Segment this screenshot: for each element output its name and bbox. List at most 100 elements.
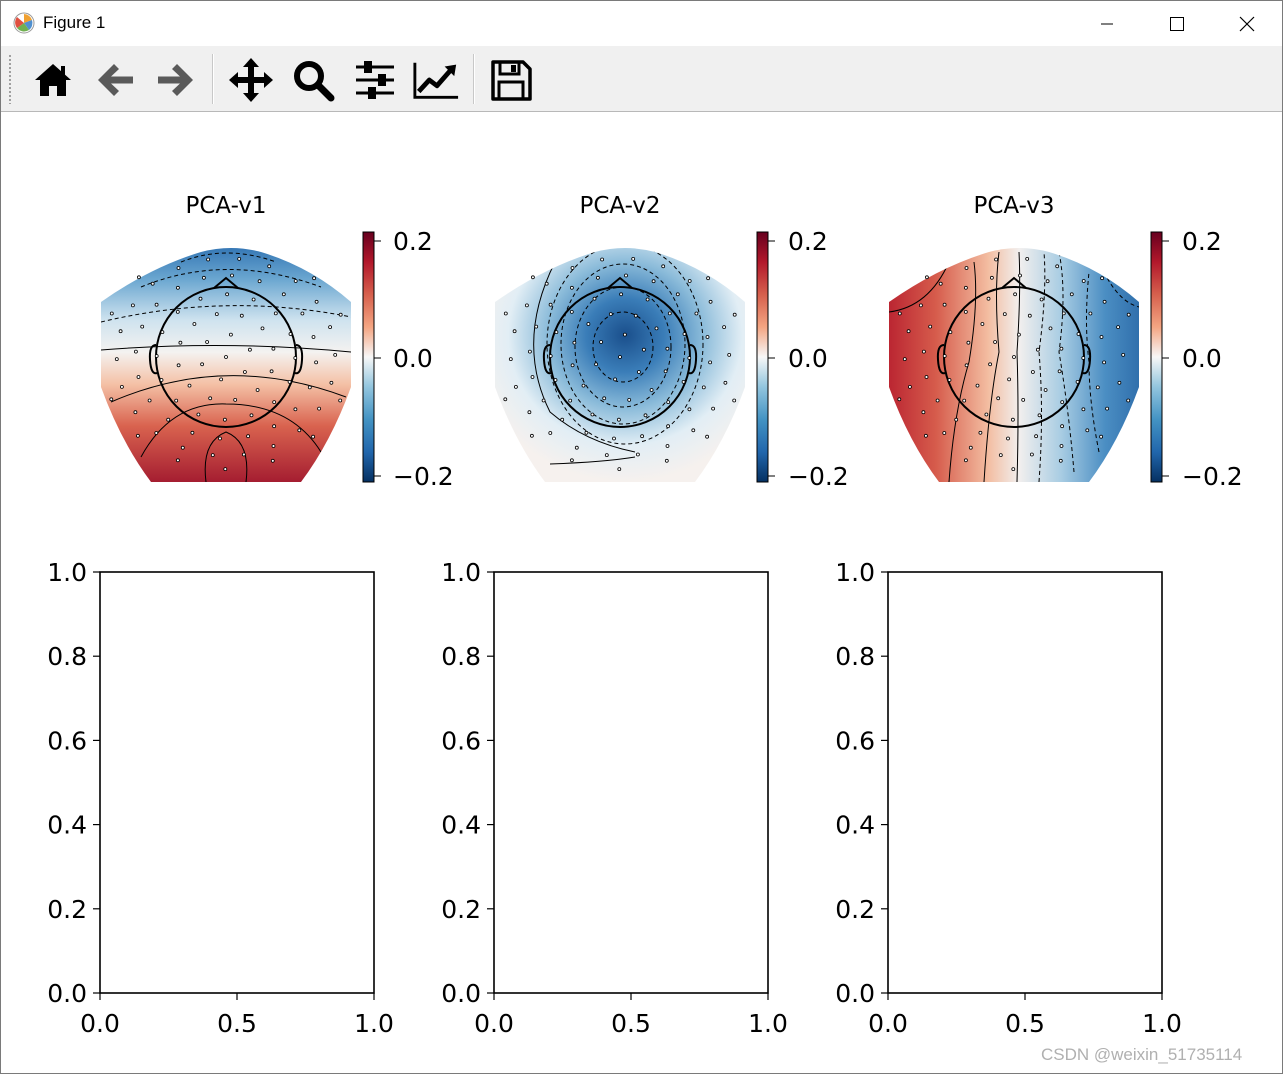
y-tick-label: 1.0 xyxy=(835,558,875,587)
sensor-dot xyxy=(218,436,222,441)
sensor-dot xyxy=(608,312,613,317)
sensor-dot xyxy=(136,375,141,379)
sensor-dot xyxy=(613,377,618,382)
sensor-dot xyxy=(166,417,171,422)
sensor-dot xyxy=(1013,292,1018,297)
sensor-dot xyxy=(176,266,181,270)
y-tick-label: 0.8 xyxy=(441,642,481,671)
sensor-dot xyxy=(687,279,692,283)
pan-button[interactable] xyxy=(227,56,275,104)
sensor-dot xyxy=(311,335,316,339)
toolbar-separator xyxy=(212,54,214,104)
sensor-dot xyxy=(918,303,923,308)
empty-axes: 0.0 0.5 1.0 0.0 0.2 0.4 0.6 0.8 1.0 xyxy=(441,558,788,1038)
customize-button[interactable] xyxy=(412,56,460,104)
sensor-dot xyxy=(1095,385,1100,390)
sensor-dot xyxy=(1061,311,1066,316)
sensor-dot xyxy=(1012,355,1016,359)
sensor-dot xyxy=(942,354,947,358)
toolbar-grip[interactable] xyxy=(8,54,12,104)
sensor-dot xyxy=(223,467,228,472)
sensor-dot xyxy=(701,385,706,390)
y-tick-label: 0.4 xyxy=(441,811,481,840)
sensor-dot xyxy=(705,434,710,439)
colorbar-tick-label: 0.0 xyxy=(788,344,828,373)
sensor-dot xyxy=(998,453,1003,458)
sensor-dot xyxy=(938,281,943,286)
colorbar-tick-label: −0.2 xyxy=(393,462,454,491)
sensor-dot xyxy=(570,266,575,270)
matplotlib-logo-icon xyxy=(13,12,35,34)
colorbar xyxy=(756,231,769,483)
sensor-dot xyxy=(897,397,902,402)
sensor-dot xyxy=(923,433,928,438)
sensor-dot xyxy=(618,355,622,359)
sensor-dot xyxy=(1117,380,1122,385)
navigation-toolbar xyxy=(1,46,1282,112)
sensor-dot xyxy=(271,444,276,448)
home-icon xyxy=(35,64,71,96)
colorbar-ticks-1: 0.2 0.0 −0.2 xyxy=(374,227,454,491)
save-button[interactable] xyxy=(487,56,535,104)
sensor-dot xyxy=(1099,434,1104,439)
colorbar-tick-label: 0.2 xyxy=(393,227,433,256)
sensor-dot xyxy=(554,330,559,335)
topomap-title: PCA-v3 xyxy=(973,193,1054,219)
sensor-dot xyxy=(921,410,926,415)
sensor-dot xyxy=(1088,311,1093,316)
sensor-dot xyxy=(604,453,609,458)
sensor-dot xyxy=(1085,428,1090,433)
sensor-dot xyxy=(503,311,508,316)
x-tick-label: 0.0 xyxy=(868,1009,908,1038)
zoom-button[interactable] xyxy=(289,56,337,104)
sensor-dot xyxy=(1055,264,1060,269)
sensor-dot xyxy=(527,349,532,354)
y-tick-label: 0.4 xyxy=(47,811,87,840)
sensor-dot xyxy=(178,340,183,345)
sensor-dot xyxy=(980,322,985,326)
sensor-dot xyxy=(602,396,607,401)
y-tick-label: 0.6 xyxy=(835,726,875,755)
figure-canvas[interactable]: PCA-v1 xyxy=(1,112,1282,1073)
sensor-dot xyxy=(130,303,135,308)
sensor-dot xyxy=(228,332,233,337)
sensor-dot xyxy=(636,370,641,374)
y-tick-label: 0.0 xyxy=(441,979,481,1008)
sensor-dot xyxy=(317,406,322,411)
subplots-button[interactable] xyxy=(351,56,399,104)
sensor-dot xyxy=(732,312,737,317)
sensor-dot xyxy=(996,396,1001,401)
colorbar-tick-label: −0.2 xyxy=(788,462,849,491)
sensor-dot xyxy=(986,296,991,301)
sensor-dot xyxy=(154,431,159,435)
minimize-button[interactable] xyxy=(1072,1,1142,46)
sensor-dot xyxy=(267,264,272,269)
sensor-dot xyxy=(338,398,343,403)
x-tick-label: 0.5 xyxy=(611,1009,651,1038)
sensor-dot xyxy=(239,313,244,318)
sensor-dot xyxy=(154,302,159,307)
sensor-dot xyxy=(241,452,246,457)
sensor-dot xyxy=(1075,379,1080,384)
maximize-button[interactable] xyxy=(1142,1,1212,46)
sensor-dot xyxy=(270,458,275,463)
title-bar[interactable]: Figure 1 xyxy=(1,1,1282,46)
close-button[interactable] xyxy=(1212,1,1282,46)
back-button[interactable] xyxy=(91,56,139,104)
sensor-dot xyxy=(661,264,666,269)
sensor-dot xyxy=(272,400,277,405)
sensor-dot xyxy=(948,330,953,335)
sensor-dot xyxy=(975,383,980,388)
sensor-dot xyxy=(962,398,967,403)
sensor-dot xyxy=(560,417,565,422)
forward-button[interactable] xyxy=(152,56,200,104)
sensor-dot xyxy=(1116,325,1121,330)
home-button[interactable] xyxy=(29,56,77,104)
sensor-dot xyxy=(924,275,929,280)
x-tick-label: 1.0 xyxy=(354,1009,394,1038)
sensor-dot xyxy=(708,299,713,304)
sensor-dot xyxy=(300,311,305,316)
sensor-dot xyxy=(993,340,998,344)
sensor-dot xyxy=(180,445,185,450)
sensor-dot xyxy=(210,453,215,458)
